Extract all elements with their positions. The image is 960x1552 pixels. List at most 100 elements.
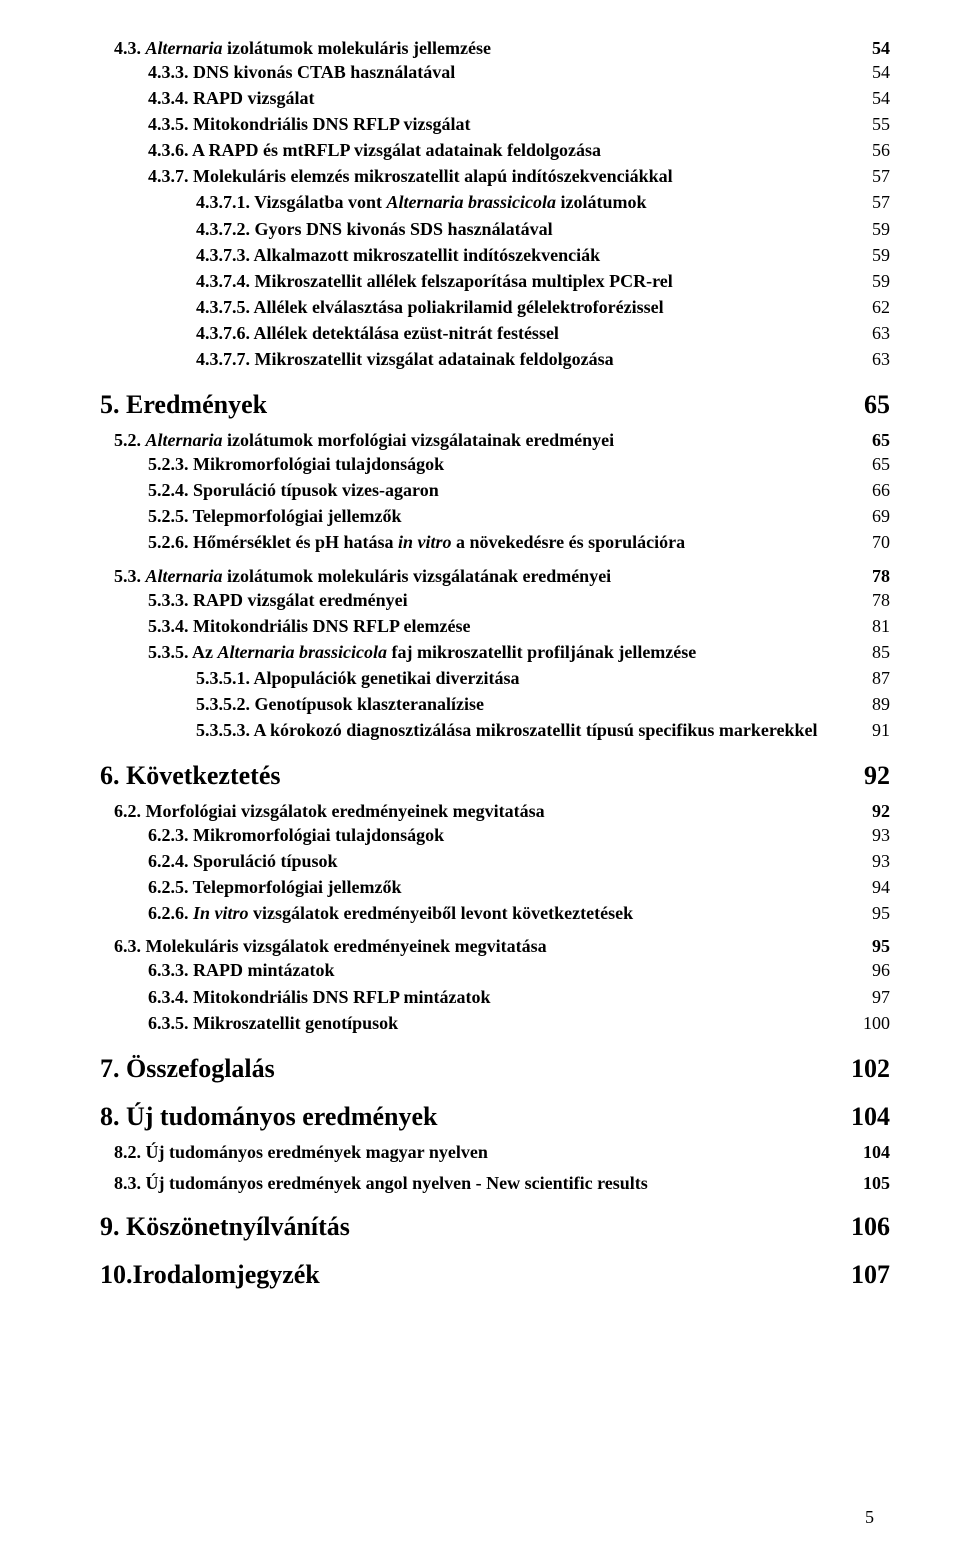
- toc-entry-label: 8. Új tudományos eredmények: [100, 1102, 848, 1132]
- toc-entry: 6.3.3. RAPD mintázatok96: [148, 957, 890, 983]
- toc-entry-page: 65: [848, 390, 890, 420]
- toc-entry-label: 4.3.7.7. Mikroszatellit vizsgálat adatai…: [196, 346, 848, 372]
- toc-entry-label: 4.3.7.4. Mikroszatellit allélek felszapo…: [196, 268, 848, 294]
- toc-entry: 6.2.6. In vitro vizsgálatok eredményeibő…: [148, 900, 890, 926]
- toc-entry-label: 6.3.3. RAPD mintázatok: [148, 957, 848, 983]
- toc-entry-page: 65: [848, 430, 890, 451]
- toc-entry-label: 4.3.7.5. Allélek elválasztása poliakrila…: [196, 294, 848, 320]
- toc-entry: 10.Irodalomjegyzék107: [100, 1260, 890, 1290]
- toc-entry-label: 5.2.5. Telepmorfológiai jellemzők: [148, 503, 848, 529]
- toc-entry-page: 81: [848, 613, 890, 639]
- toc-entry: 4.3.7.2. Gyors DNS kivonás SDS használat…: [196, 216, 890, 242]
- toc-entry-label: 6.2.6. In vitro vizsgálatok eredményeibő…: [148, 900, 848, 926]
- toc-entry-label: 5.3.3. RAPD vizsgálat eredményei: [148, 587, 848, 613]
- toc-entry: 5.3.5.1. Alpopulációk genetikai diverzit…: [196, 665, 890, 691]
- toc-entry: 5.2.3. Mikromorfológiai tulajdonságok65: [148, 451, 890, 477]
- toc-entry: 4.3.3. DNS kivonás CTAB használatával54: [148, 59, 890, 85]
- toc-entry: 6.2.5. Telepmorfológiai jellemzők94: [148, 874, 890, 900]
- toc-entry-label: 4.3.6. A RAPD és mtRFLP vizsgálat adatai…: [148, 137, 848, 163]
- toc-entry-page: 66: [848, 477, 890, 503]
- toc-entry-page: 100: [848, 1010, 890, 1036]
- toc-entry-label: 6.2. Morfológiai vizsgálatok eredményein…: [114, 801, 848, 822]
- toc-entry-page: 93: [848, 822, 890, 848]
- toc-entry-page: 106: [848, 1212, 890, 1242]
- toc-entry-label: 6.2.4. Sporuláció típusok: [148, 848, 848, 874]
- toc-entry: 4.3.7.5. Allélek elválasztása poliakrila…: [196, 294, 890, 320]
- toc-entry-page: 92: [848, 761, 890, 791]
- toc-entry: 5.3.5. Az Alternaria brassicicola faj mi…: [148, 639, 890, 665]
- toc-entry: 6.3.5. Mikroszatellit genotípusok100: [148, 1010, 890, 1036]
- toc-entry: 8.2. Új tudományos eredmények magyar nye…: [114, 1142, 890, 1163]
- toc-page: 4.3. Alternaria izolátumok molekuláris j…: [0, 0, 960, 1552]
- toc-entry-page: 91: [848, 717, 890, 743]
- toc-entry-label: 5.3.4. Mitokondriális DNS RFLP elemzése: [148, 613, 848, 639]
- toc-entry-label: 4.3.7.1. Vizsgálatba vont Alternaria bra…: [196, 189, 848, 215]
- toc-entry: 5.2.4. Sporuláció típusok vizes-agaron66: [148, 477, 890, 503]
- toc-entry: 6.2. Morfológiai vizsgálatok eredményein…: [114, 801, 890, 822]
- toc-entry-page: 92: [848, 801, 890, 822]
- toc-entry: 4.3.7. Molekuláris elemzés mikroszatelli…: [148, 163, 890, 189]
- toc-entry: 5.3.5.2. Genotípusok klaszteranalízise89: [196, 691, 890, 717]
- toc-entry-page: 95: [848, 900, 890, 926]
- toc-entry-label: 9. Köszönetnyílvánítás: [100, 1212, 848, 1242]
- toc-entry-label: 4.3.7. Molekuláris elemzés mikroszatelli…: [148, 163, 848, 189]
- toc-entry-label: 4.3.3. DNS kivonás CTAB használatával: [148, 59, 848, 85]
- toc-entry-label: 4.3.7.2. Gyors DNS kivonás SDS használat…: [196, 216, 848, 242]
- toc-entry-page: 78: [848, 566, 890, 587]
- toc-entry: 4.3.7.7. Mikroszatellit vizsgálat adatai…: [196, 346, 890, 372]
- toc-entry: 5.2.6. Hőmérséklet és pH hatása in vitro…: [148, 529, 890, 555]
- toc-entry-label: 5.3.5.2. Genotípusok klaszteranalízise: [196, 691, 848, 717]
- toc-entry-page: 59: [848, 268, 890, 294]
- toc-entry: 4.3.7.1. Vizsgálatba vont Alternaria bra…: [196, 189, 890, 215]
- toc-entry-label: 6.3.5. Mikroszatellit genotípusok: [148, 1010, 848, 1036]
- toc-entry: 6. Következtetés92: [100, 761, 890, 791]
- toc-entry: 5.3. Alternaria izolátumok molekuláris v…: [114, 566, 890, 587]
- toc-entry: 4.3. Alternaria izolátumok molekuláris j…: [114, 38, 890, 59]
- toc-entry-page: 96: [848, 957, 890, 983]
- toc-entry-page: 87: [848, 665, 890, 691]
- toc-entry-page: 54: [848, 85, 890, 111]
- toc-entry-label: 6.3. Molekuláris vizsgálatok eredményein…: [114, 936, 848, 957]
- toc-entry: 4.3.7.4. Mikroszatellit allélek felszapo…: [196, 268, 890, 294]
- toc-entry: 6.2.3. Mikromorfológiai tulajdonságok93: [148, 822, 890, 848]
- toc-entry: 4.3.6. A RAPD és mtRFLP vizsgálat adatai…: [148, 137, 890, 163]
- toc-entry-page: 63: [848, 320, 890, 346]
- toc-entry-page: 95: [848, 936, 890, 957]
- toc-entry-page: 54: [848, 38, 890, 59]
- toc-entry-page: 94: [848, 874, 890, 900]
- toc-entry-label: 6. Következtetés: [100, 761, 848, 791]
- toc-entry-page: 93: [848, 848, 890, 874]
- toc-entry-page: 105: [848, 1173, 890, 1194]
- toc-entry-page: 54: [848, 59, 890, 85]
- toc-entry-label: 5.3.5.1. Alpopulációk genetikai diverzit…: [196, 665, 848, 691]
- toc-entry: 5. Eredmények65: [100, 390, 890, 420]
- toc-entry: 5.2.5. Telepmorfológiai jellemzők69: [148, 503, 890, 529]
- toc-entry: 4.3.7.3. Alkalmazott mikroszatellit indí…: [196, 242, 890, 268]
- toc-entry-label: 8.3. Új tudományos eredmények angol nyel…: [114, 1173, 848, 1194]
- toc-entry: 6.2.4. Sporuláció típusok93: [148, 848, 890, 874]
- toc-entry: 4.3.5. Mitokondriális DNS RFLP vizsgálat…: [148, 111, 890, 137]
- toc-entry-label: 6.2.5. Telepmorfológiai jellemzők: [148, 874, 848, 900]
- toc-entry: 5.3.4. Mitokondriális DNS RFLP elemzése8…: [148, 613, 890, 639]
- toc-entry-page: 107: [848, 1260, 890, 1290]
- toc-entry-page: 62: [848, 294, 890, 320]
- toc-entry-label: 4.3. Alternaria izolátumok molekuláris j…: [114, 38, 848, 59]
- toc-entry-label: 10.Irodalomjegyzék: [100, 1260, 848, 1290]
- toc-entry-label: 5.2. Alternaria izolátumok morfológiai v…: [114, 430, 848, 451]
- toc-entry-page: 69: [848, 503, 890, 529]
- toc-entry-label: 4.3.7.6. Allélek detektálása ezüst-nitrá…: [196, 320, 848, 346]
- toc-entry-label: 5.3. Alternaria izolátumok molekuláris v…: [114, 566, 848, 587]
- toc-entry: 6.3.4. Mitokondriális DNS RFLP mintázato…: [148, 984, 890, 1010]
- toc-entry: 8. Új tudományos eredmények104: [100, 1102, 890, 1132]
- toc-entry-page: 70: [848, 529, 890, 555]
- toc-entry-label: 4.3.5. Mitokondriális DNS RFLP vizsgálat: [148, 111, 848, 137]
- toc-entry-page: 57: [848, 189, 890, 215]
- toc-entry-label: 4.3.4. RAPD vizsgálat: [148, 85, 848, 111]
- toc-entry: 6.3. Molekuláris vizsgálatok eredményein…: [114, 936, 890, 957]
- toc-entry: 8.3. Új tudományos eredmények angol nyel…: [114, 1173, 890, 1194]
- toc-entry: 5.3.5.3. A kórokozó diagnosztizálása mik…: [196, 717, 890, 743]
- toc-entry-page: 85: [848, 639, 890, 665]
- toc-entry-page: 59: [848, 216, 890, 242]
- toc-entry-page: 56: [848, 137, 890, 163]
- toc-entry-label: 5.3.5.3. A kórokozó diagnosztizálása mik…: [196, 717, 848, 743]
